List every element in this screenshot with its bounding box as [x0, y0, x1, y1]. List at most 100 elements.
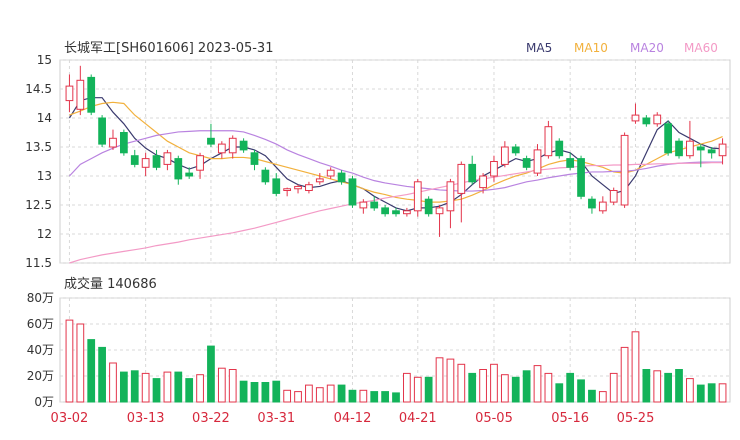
candle — [598, 196, 607, 214]
volume-tick-label: 60万 — [27, 317, 54, 331]
candle — [250, 149, 259, 171]
candle-body — [544, 126, 553, 157]
candle-body — [424, 198, 433, 215]
volume-bar — [207, 345, 215, 403]
volume-bar — [555, 383, 564, 403]
candle — [359, 199, 368, 214]
candle — [196, 152, 204, 179]
date-label: 04-21 — [399, 411, 437, 426]
candle-body — [196, 155, 204, 171]
candle-body — [163, 152, 172, 165]
candle — [174, 155, 183, 185]
volume-bar — [500, 374, 509, 403]
candle-body — [305, 184, 313, 191]
volume-panel-frame — [59, 297, 731, 403]
candle — [675, 138, 683, 159]
volume-grid — [59, 297, 731, 403]
volume-bar — [174, 371, 183, 403]
candle-body — [511, 146, 520, 154]
candle-body — [533, 149, 542, 174]
candle — [631, 103, 640, 124]
candle — [653, 112, 662, 127]
candle — [664, 120, 673, 156]
candle — [544, 120, 553, 159]
candle-body — [250, 152, 259, 165]
candle-body — [348, 178, 357, 206]
candle — [348, 176, 357, 208]
price-tick-label: 13.5 — [25, 140, 52, 154]
candle-body — [707, 149, 716, 154]
candle-body — [457, 163, 466, 194]
candle — [566, 152, 575, 171]
candle — [65, 74, 74, 113]
date-label: 03-13 — [127, 411, 165, 426]
candle — [413, 178, 422, 217]
volume-bar — [76, 323, 85, 403]
candle-body — [468, 163, 477, 183]
chart-title: 长城军工[SH601606] 2023-05-31 — [64, 41, 273, 56]
candle-body — [228, 137, 237, 154]
candle-body — [326, 169, 335, 177]
date-label: 03-22 — [192, 411, 230, 426]
date-label: 04-12 — [334, 411, 372, 426]
candle — [555, 138, 564, 159]
price-tick-label: 14.5 — [25, 82, 52, 96]
date-label: 05-16 — [551, 411, 589, 426]
volume-bar — [185, 378, 194, 403]
candle — [109, 129, 117, 150]
volume-bar — [620, 346, 629, 403]
candle-body — [664, 123, 673, 154]
ma-line-ma60 — [69, 162, 723, 264]
price-tick-label: 12 — [37, 227, 52, 241]
candle-body — [315, 178, 324, 183]
candle-body — [359, 201, 368, 209]
volume-bar — [577, 379, 585, 403]
volume-bar — [141, 372, 150, 403]
volume-bar — [98, 346, 106, 403]
legend-ma10: MA10 — [574, 41, 608, 55]
candle-body — [294, 185, 302, 190]
candle — [446, 178, 455, 229]
price-grid — [59, 59, 731, 264]
candle-body — [642, 117, 651, 125]
candle — [239, 138, 248, 153]
volume-bar — [642, 369, 651, 403]
volume-bar — [130, 370, 139, 403]
legend-ma5: MA5 — [526, 41, 552, 55]
candle-body — [686, 140, 694, 157]
ma-line-ma20 — [69, 130, 723, 192]
volume-bar — [217, 367, 226, 403]
legend: MA5 MA10 MA20 MA60 — [526, 41, 718, 55]
candle-body — [446, 181, 455, 212]
volume-bar — [283, 389, 292, 403]
volume-title: 成交量 140686 — [64, 276, 157, 292]
candle-body — [631, 114, 640, 122]
candle — [87, 74, 96, 116]
volume-bar — [348, 389, 357, 403]
candle-body — [261, 169, 270, 183]
volume-bar — [468, 372, 477, 403]
volume-bar — [392, 392, 400, 403]
volume-bar — [544, 372, 553, 403]
volume-bar — [413, 376, 422, 403]
volume-bar — [315, 387, 324, 403]
candle-body — [283, 188, 292, 191]
candle — [468, 155, 477, 185]
candle-body — [500, 146, 509, 165]
candle-body — [109, 137, 117, 148]
volume-bar — [87, 339, 96, 403]
volume-bar — [511, 376, 520, 403]
candles — [65, 65, 727, 237]
candle-body — [337, 172, 346, 183]
volume-bar — [479, 369, 487, 403]
volume-tick-label: 0万 — [34, 395, 54, 409]
volume-bar — [707, 383, 716, 403]
volume-bar — [65, 319, 74, 403]
candle — [435, 205, 444, 237]
volume-bar — [686, 378, 694, 403]
candle-body — [239, 140, 248, 151]
candle — [424, 196, 433, 217]
volume-bar — [533, 365, 542, 403]
volume-bar — [239, 380, 248, 403]
